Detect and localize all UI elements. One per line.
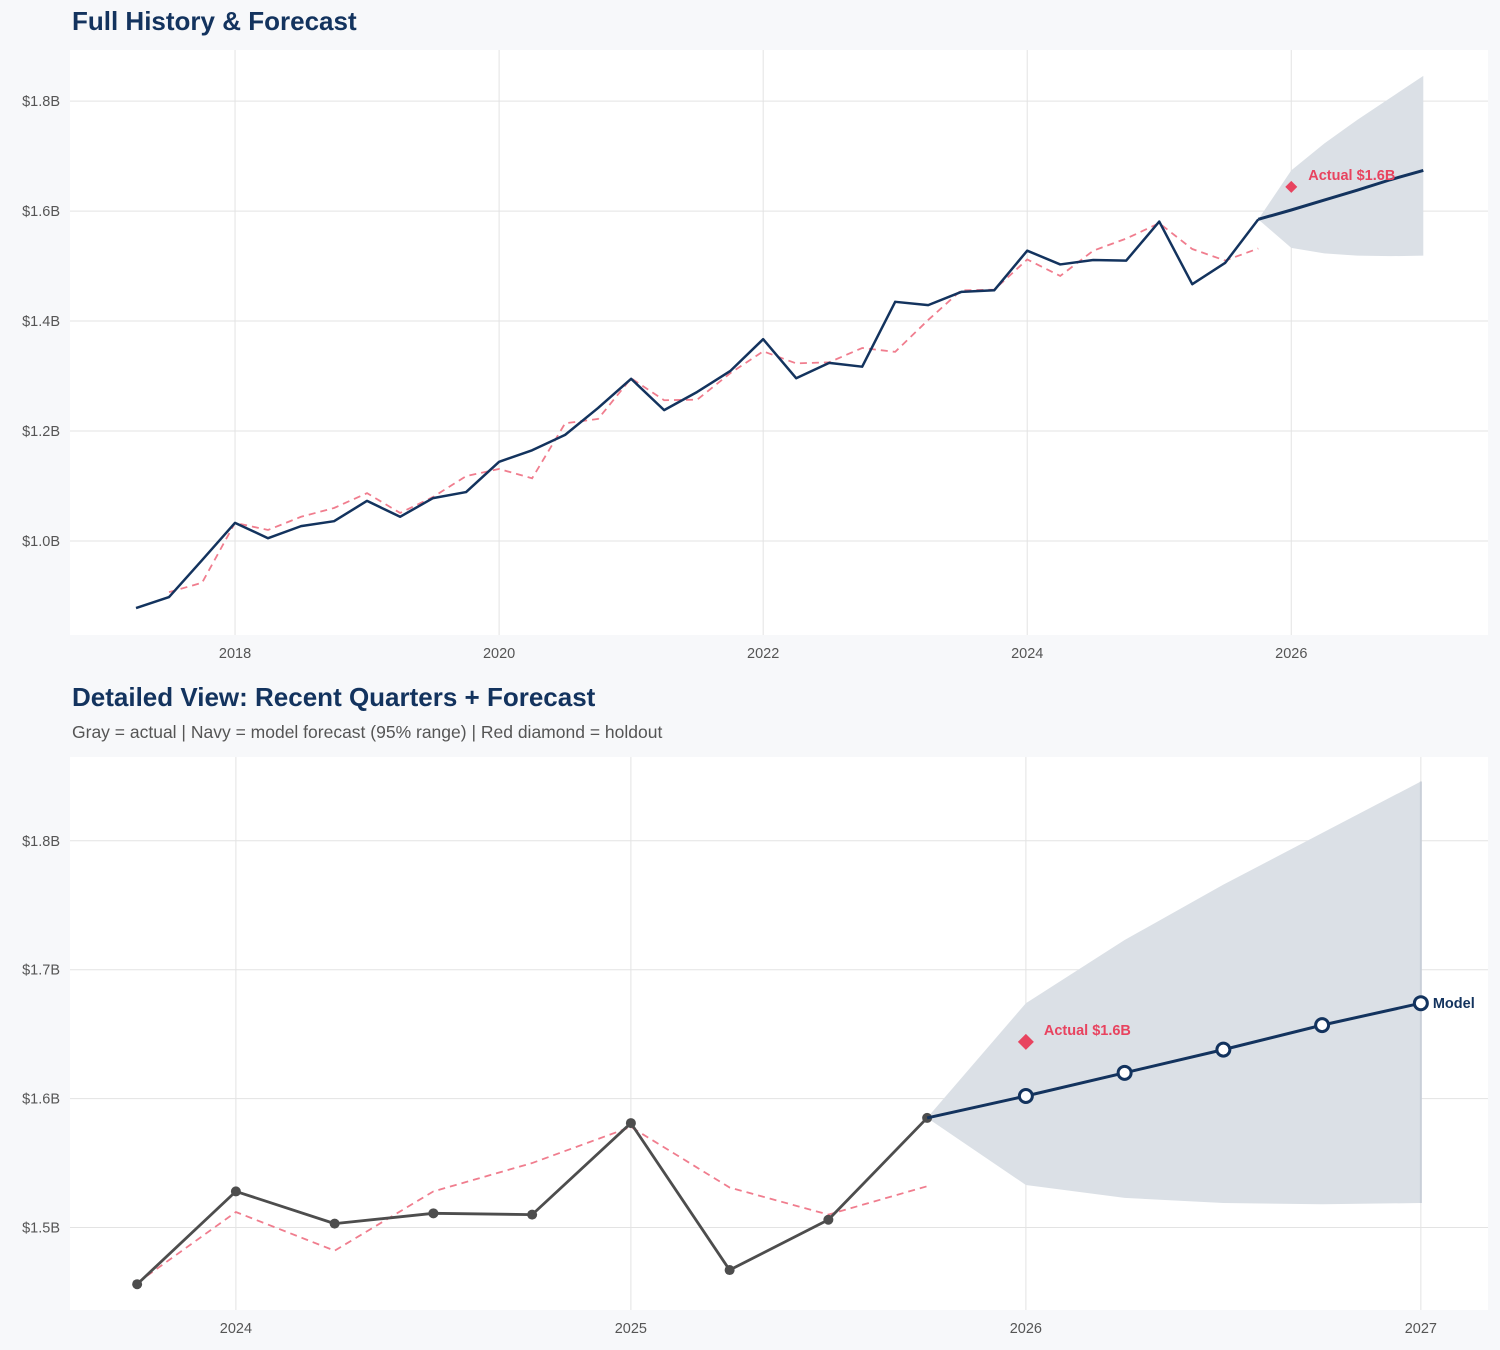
x-tick-label: 2027 xyxy=(1405,1321,1437,1337)
forecast-95-range-band xyxy=(927,781,1421,1205)
actual-point xyxy=(230,1186,241,1197)
holdout-label: Actual $1.6B xyxy=(1308,168,1395,184)
x-tick-label: 2025 xyxy=(615,1321,647,1337)
chart-2: $1.5B $1.6B $1.7B $1.8B 2024 2025 2026 2027 Mode… xyxy=(22,757,1488,1337)
actual-point xyxy=(724,1265,735,1276)
chart-title-full-history: Full History & Forecast xyxy=(72,6,357,36)
forecast-point xyxy=(1017,1088,1034,1105)
actual-point xyxy=(527,1209,538,1220)
fitted-series-line xyxy=(136,1125,928,1284)
forecast-point xyxy=(1215,1041,1232,1058)
holdout-label: Actual $1.6B xyxy=(1044,1023,1131,1039)
holdout-diamond-marker xyxy=(1285,180,1298,193)
actual-point xyxy=(132,1279,143,1290)
y-tick-label: $1.6B xyxy=(22,204,60,220)
actual-point xyxy=(428,1208,439,1219)
x-tick-label: 2020 xyxy=(483,646,515,662)
chart-1: $1.0B $1.2B $1.4B $1.6B $1.8B 2018 2020 2022 202… xyxy=(22,50,1488,662)
actual-point xyxy=(823,1214,834,1225)
plot-area xyxy=(70,50,1488,635)
y-tick-label: $1.8B xyxy=(22,834,60,850)
actual-point xyxy=(329,1218,340,1229)
chart-subtitle-legend: Gray = actual | Navy = model forecast (9… xyxy=(72,722,663,742)
y-tick-label: $1.5B xyxy=(22,1221,60,1237)
y-tick-label: $1.4B xyxy=(22,314,60,330)
forecast-line xyxy=(926,1001,1422,1120)
forecast-95-range-band xyxy=(1258,75,1424,257)
y-tick-label: $1.6B xyxy=(22,1092,60,1108)
x-tick-label: 2026 xyxy=(1275,646,1307,662)
y-tick-label: $1.7B xyxy=(22,963,60,979)
forecast-model-label: Model xyxy=(1433,996,1475,1012)
x-tick-label: 2022 xyxy=(747,646,779,662)
actual-series-line xyxy=(135,218,1260,610)
forecast-point xyxy=(1116,1064,1133,1081)
y-tick-label: $1.0B xyxy=(22,534,60,550)
x-tick-label: 2024 xyxy=(1011,646,1043,662)
x-tick-label: 2026 xyxy=(1010,1321,1042,1337)
x-tick-label: 2018 xyxy=(219,646,251,662)
forecast-line xyxy=(1257,168,1424,221)
actual-point xyxy=(625,1118,636,1129)
chart-title-detailed-view: Detailed View: Recent Quarters + Forecas… xyxy=(72,682,596,712)
forecast-point xyxy=(1314,1017,1331,1034)
holdout-diamond-marker xyxy=(1017,1033,1034,1050)
y-tick-label: $1.2B xyxy=(22,424,60,440)
forecast-point xyxy=(1412,995,1429,1012)
y-tick-label: $1.8B xyxy=(22,94,60,110)
x-tick-label: 2024 xyxy=(220,1321,252,1337)
